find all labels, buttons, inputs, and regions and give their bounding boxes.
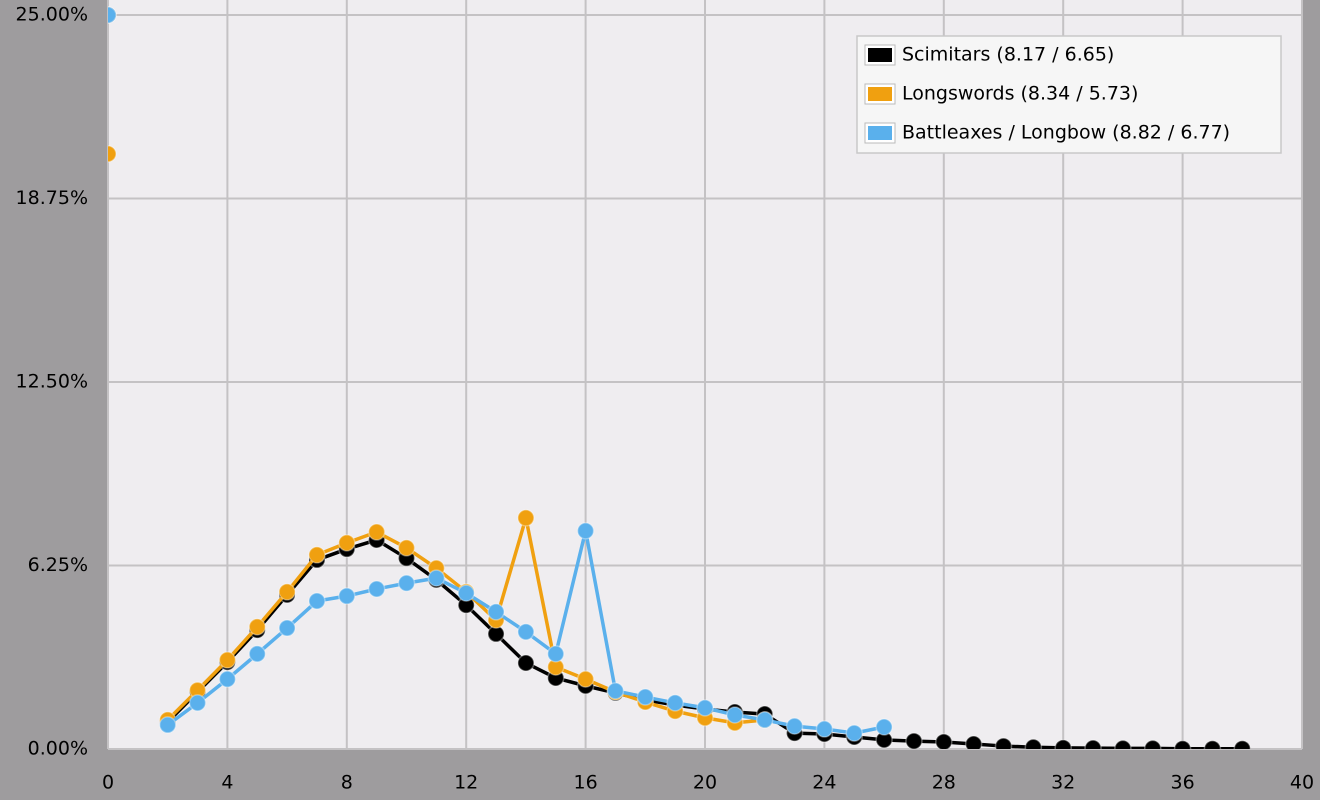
legend-swatch-fill <box>868 87 892 101</box>
x-tick-label: 4 <box>221 772 233 794</box>
data-point <box>427 569 446 587</box>
data-point <box>457 584 475 602</box>
data-point <box>964 735 983 749</box>
data-point <box>1144 739 1162 749</box>
data-point <box>905 732 923 749</box>
data-point <box>397 574 416 592</box>
y-tick-label: 12.50% <box>16 371 88 393</box>
x-tick-label: 24 <box>812 772 836 794</box>
data-point <box>606 682 625 700</box>
data-point <box>636 688 655 706</box>
data-point <box>278 619 296 637</box>
data-point <box>108 6 117 24</box>
legend-swatch-fill <box>868 126 892 140</box>
data-point <box>517 509 535 527</box>
data-point <box>517 623 535 641</box>
data-point <box>397 539 416 557</box>
data-point <box>576 670 595 688</box>
x-tick-label: 12 <box>454 772 478 794</box>
x-tick-label: 36 <box>1171 772 1195 794</box>
legend-box <box>856 35 1282 154</box>
y-tick-label: 0.00% <box>28 738 88 760</box>
data-point <box>367 523 386 541</box>
x-tick-label: 20 <box>693 772 717 794</box>
data-point <box>218 651 237 669</box>
x-tick-label: 40 <box>1290 772 1314 794</box>
legend-swatch-fill <box>868 48 892 62</box>
data-point <box>696 699 714 717</box>
y-tick-label: 6.25% <box>28 554 88 576</box>
data-point <box>158 716 177 734</box>
legend-label: Battleaxes / Longbow (8.82 / 6.77) <box>902 122 1230 144</box>
data-point <box>935 733 953 749</box>
data-point <box>666 694 684 712</box>
data-point <box>994 737 1013 749</box>
data-point <box>1233 739 1252 749</box>
data-point <box>308 546 326 564</box>
data-point <box>1114 739 1132 749</box>
data-point <box>248 618 266 636</box>
data-point <box>875 718 893 736</box>
data-point <box>1084 739 1102 749</box>
data-point <box>248 645 266 663</box>
data-point <box>726 706 744 724</box>
data-point <box>547 645 565 663</box>
data-point <box>338 534 356 552</box>
legend-label: Longswords (8.34 / 5.73) <box>902 83 1138 105</box>
x-tick-label: 28 <box>932 772 956 794</box>
data-point <box>338 587 356 605</box>
data-point <box>487 603 505 621</box>
data-point <box>815 720 834 738</box>
data-point <box>308 592 326 610</box>
data-point <box>367 580 386 598</box>
data-point <box>755 711 774 729</box>
data-point <box>1024 738 1043 749</box>
data-point <box>517 654 535 672</box>
x-tick-label: 0 <box>102 772 114 794</box>
x-tick-label: 16 <box>574 772 598 794</box>
data-point <box>785 717 804 735</box>
data-point <box>1203 739 1222 749</box>
data-point <box>1054 739 1072 749</box>
data-point <box>218 670 237 688</box>
x-tick-label: 8 <box>341 772 353 794</box>
data-point <box>278 583 296 601</box>
data-point <box>845 724 863 742</box>
data-point <box>1173 739 1192 749</box>
data-point <box>188 694 207 712</box>
y-tick-label: 18.75% <box>16 187 88 209</box>
legend-label: Scimitars (8.17 / 6.65) <box>902 44 1114 66</box>
y-tick-label: 25.00% <box>16 4 88 26</box>
data-point <box>576 522 595 540</box>
x-tick-label: 32 <box>1051 772 1075 794</box>
data-point <box>108 145 117 163</box>
